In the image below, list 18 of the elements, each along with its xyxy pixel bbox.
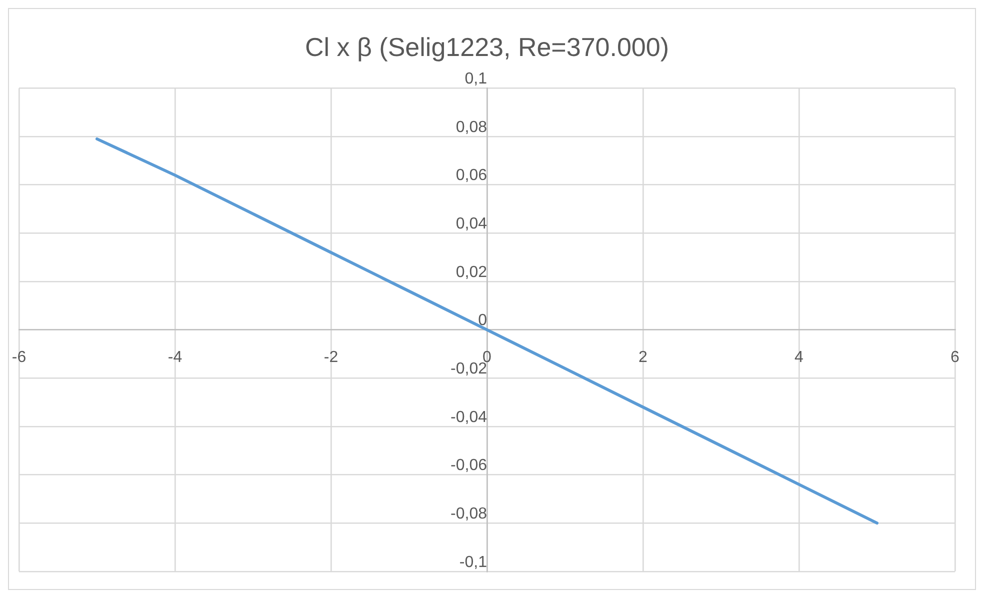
chart-title: Cl x β (Selig1223, Re=370.000) bbox=[305, 32, 669, 62]
y-tick-label: 0,06 bbox=[456, 167, 488, 184]
y-tick-label: 0,04 bbox=[456, 216, 488, 233]
y-tick-label: 0,1 bbox=[464, 70, 488, 88]
y-tick-label: 0,08 bbox=[456, 118, 488, 136]
y-tick-label: 0,02 bbox=[456, 264, 488, 281]
y-tick-label: 0 bbox=[478, 312, 488, 330]
x-tick-label: -6 bbox=[12, 349, 26, 366]
y-tick-label: -0,02 bbox=[450, 360, 488, 378]
y-tick-label: -0,06 bbox=[450, 457, 488, 474]
x-tick-label: 6 bbox=[950, 349, 960, 366]
x-tick-label: 2 bbox=[638, 349, 648, 366]
y-tick-label: -0,1 bbox=[459, 554, 488, 571]
y-tick-label: -0,08 bbox=[450, 505, 488, 522]
x-tick-label: -4 bbox=[168, 349, 182, 366]
x-tick-label: 4 bbox=[794, 349, 804, 366]
x-tick-label: -2 bbox=[324, 349, 338, 366]
y-tick-label: -0,04 bbox=[450, 408, 488, 426]
